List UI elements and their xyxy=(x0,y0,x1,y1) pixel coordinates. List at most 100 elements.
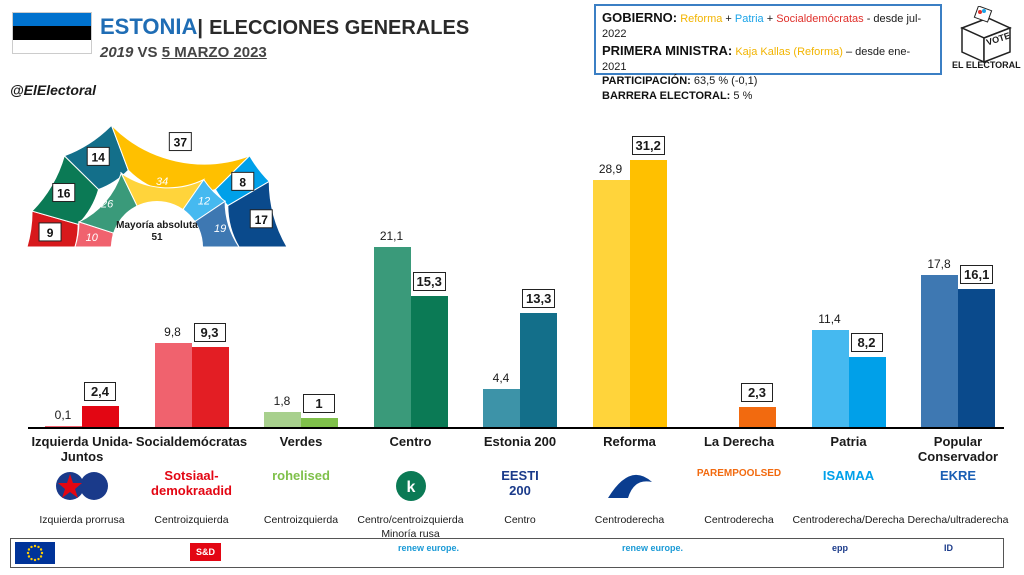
party-logo: EKRE xyxy=(939,468,977,483)
flag-stripe-blue xyxy=(13,13,91,27)
hemicycle-seat-box xyxy=(231,171,255,191)
ideology-label: Centro/centroizquierda Minoría rusa xyxy=(357,514,464,540)
party-logo: EESTI 200 xyxy=(501,468,539,498)
el-electoral-logo: VOTE EL ELECTORAL xyxy=(948,5,1022,72)
hemicycle-seat-label-2019: 19 xyxy=(214,223,226,235)
category-label: Socialdemócratas xyxy=(135,434,248,449)
hemicycle-chart: 9 16 14 37 8 17 10 26 34 12 19 xyxy=(26,124,288,252)
category-label: Centro xyxy=(389,434,432,449)
category-label: Estonia 200 xyxy=(483,434,557,449)
ideology-label: Derecha/ultraderecha xyxy=(907,514,1009,526)
twitter-handle: @ElElectoral xyxy=(10,82,97,98)
bar-2019 xyxy=(921,274,958,427)
bar-2019 xyxy=(373,246,411,427)
value-label-2019: 0,1 xyxy=(54,408,72,422)
value-label-2023: 31,2 xyxy=(631,136,665,156)
ideology-label: Centro xyxy=(504,514,536,526)
party-logo: Sotsiaal- demokraadid xyxy=(151,468,232,498)
bar-2019 xyxy=(811,329,849,427)
hemicycle-labels: 9 16 14 37 8 17 10 26 34 12 19 xyxy=(38,132,273,244)
hemicycle-seat-label-2019: 34 xyxy=(156,176,168,188)
eu-flag-icon xyxy=(15,542,55,564)
hemicycle-seat-label-2019: 12 xyxy=(198,196,210,208)
election-date: 5 MARZO 2023 xyxy=(161,44,267,61)
barrier-line: BARRERA ELECTORAL: 5 % xyxy=(602,90,753,103)
ideology-label: Izquierda prorrusa xyxy=(39,514,125,526)
value-label-2019: 28,9 xyxy=(598,161,623,176)
page-subtitle: 2019 VS 5 MARZO 2023 xyxy=(100,44,267,61)
year-prev: 2019 xyxy=(100,44,134,61)
value-label-2023: 9,3 xyxy=(193,323,226,343)
ideology-label: Centroderecha/Derecha xyxy=(792,514,905,526)
majority-label: Mayoría absoluta 51 xyxy=(116,220,198,243)
value-label-2023: 1 xyxy=(303,394,335,414)
value-label-2023: 2,4 xyxy=(84,382,116,402)
hemicycle-seat-label-2023: 37 xyxy=(174,136,188,150)
value-label-2019: 4,4 xyxy=(492,371,510,386)
hemicycle-seat-box xyxy=(38,222,62,242)
bar-2019 xyxy=(592,179,630,427)
category-label: Verdes xyxy=(279,434,323,449)
pm-line: PRIMERA MINISTRA: Kaja Kallas (Reforma) … xyxy=(602,42,911,73)
value-label-2023: 16,1 xyxy=(960,265,994,285)
hemicycle-seat-box xyxy=(52,183,76,203)
svg-text:k: k xyxy=(406,479,415,496)
eu-group-logo: ID xyxy=(944,543,953,553)
flag-stripe-black xyxy=(13,26,91,40)
value-label-2023: 2,3 xyxy=(741,383,773,403)
bar-2023 xyxy=(410,296,448,427)
page-title: ESTONIA| ELECCIONES GENERALES xyxy=(100,14,469,40)
vs-label: VS xyxy=(137,44,158,61)
value-label-2019: 21,1 xyxy=(379,228,404,243)
bar-2019 xyxy=(45,426,82,427)
bar-2023 xyxy=(191,347,229,427)
value-label-2023: 13,3 xyxy=(522,289,556,309)
hemicycle-seat-label-2023: 14 xyxy=(92,150,106,164)
hemicycle-seat-label-2023: 9 xyxy=(47,226,54,240)
category-label: Patria xyxy=(830,434,867,449)
title-separator: | xyxy=(197,17,203,39)
party-logo: k xyxy=(361,468,461,504)
party-logo: PAREMPOOLSED xyxy=(696,468,782,479)
value-label-2023: 8,2 xyxy=(850,332,883,352)
reforma-logo-icon xyxy=(607,474,652,498)
ideology-label: Centroizquierda xyxy=(263,514,339,526)
bar-2023 xyxy=(739,407,776,427)
hemicycle-seat-label-2019: 26 xyxy=(100,199,114,211)
eu-group-logo: epp xyxy=(832,543,849,553)
eu-groups-bar xyxy=(10,538,1004,568)
category-label: Popular Conservador xyxy=(917,434,999,464)
hemicycle-seat-box xyxy=(249,209,273,229)
eu-group-logo: S&D xyxy=(190,543,222,561)
bar-2023 xyxy=(82,406,119,427)
bar-2023 xyxy=(301,418,338,427)
category-label: La Derecha xyxy=(703,434,775,449)
government-line: GOBIERNO: Reforma + Patria + Socialdemóc… xyxy=(602,10,922,40)
hemicycle-seat-label-2023: 17 xyxy=(255,213,269,227)
ideology-label: Centroderecha xyxy=(704,514,774,526)
hemicycle-seat-label-2019: 10 xyxy=(86,232,99,244)
category-label: Izquierda Unida- Juntos xyxy=(31,434,133,464)
election-title: ELECCIONES GENERALES xyxy=(209,17,470,39)
ideology-label: Centroizquierda xyxy=(154,514,229,526)
value-label-2019: 17,8 xyxy=(927,256,951,271)
party-logo xyxy=(32,468,132,504)
turnout-line: PARTICIPACIÓN: 63,5 % (-0,1) xyxy=(602,75,758,88)
eu-group-logo: renew europe. xyxy=(622,543,684,553)
x-axis-line xyxy=(28,427,1004,429)
eu-group-logo: renew europe. xyxy=(398,543,460,553)
bar-2023 xyxy=(958,289,995,427)
party-logo: rohelised xyxy=(272,468,330,483)
ideology-label: Centroderecha xyxy=(594,514,665,526)
value-label-2019: 11,4 xyxy=(818,311,841,326)
centro-logo-icon: k xyxy=(395,471,426,501)
hemicycle-seat-box xyxy=(86,146,110,166)
brand-text: EL ELECTORAL xyxy=(952,60,1021,70)
value-label-2023: 15,3 xyxy=(412,272,446,292)
bar-2019 xyxy=(264,411,301,427)
party-logo: ISAMAA xyxy=(822,468,875,483)
value-label-2019: 9,8 xyxy=(164,325,181,340)
hemicycle-seat-label-2023: 8 xyxy=(239,175,246,189)
country-name: ESTONIA xyxy=(100,14,198,39)
hemicycle-seat-label-2023: 16 xyxy=(57,187,71,201)
